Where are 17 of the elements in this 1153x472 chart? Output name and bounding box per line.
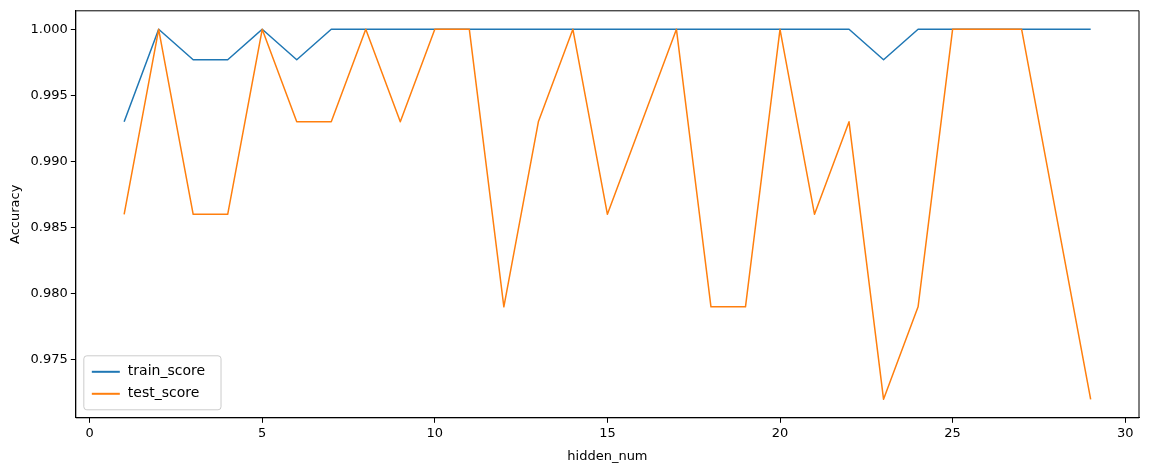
y-tick-label: 0.985 <box>30 218 68 234</box>
x-tick-label: 25 <box>944 424 961 440</box>
y-tick-label: 0.990 <box>30 152 68 168</box>
y-tick-label: 0.995 <box>30 86 68 102</box>
x-tick-label: 0 <box>85 424 94 440</box>
y-tick-label: 0.975 <box>30 351 68 367</box>
x-tick-label: 10 <box>426 424 444 440</box>
x-tick-label: 15 <box>599 424 616 440</box>
x-tick-label: 5 <box>258 424 267 440</box>
y-axis-title: Accuracy <box>7 184 23 244</box>
x-axis-title: hidden_num <box>567 447 648 463</box>
legend-label: train_score <box>127 362 206 379</box>
y-tick-label: 0.980 <box>30 284 68 300</box>
y-tick-label: 1.000 <box>30 20 68 36</box>
x-tick-label: 20 <box>771 424 789 440</box>
legend-label: test_score <box>127 384 200 401</box>
x-tick-label: 30 <box>1116 424 1134 440</box>
